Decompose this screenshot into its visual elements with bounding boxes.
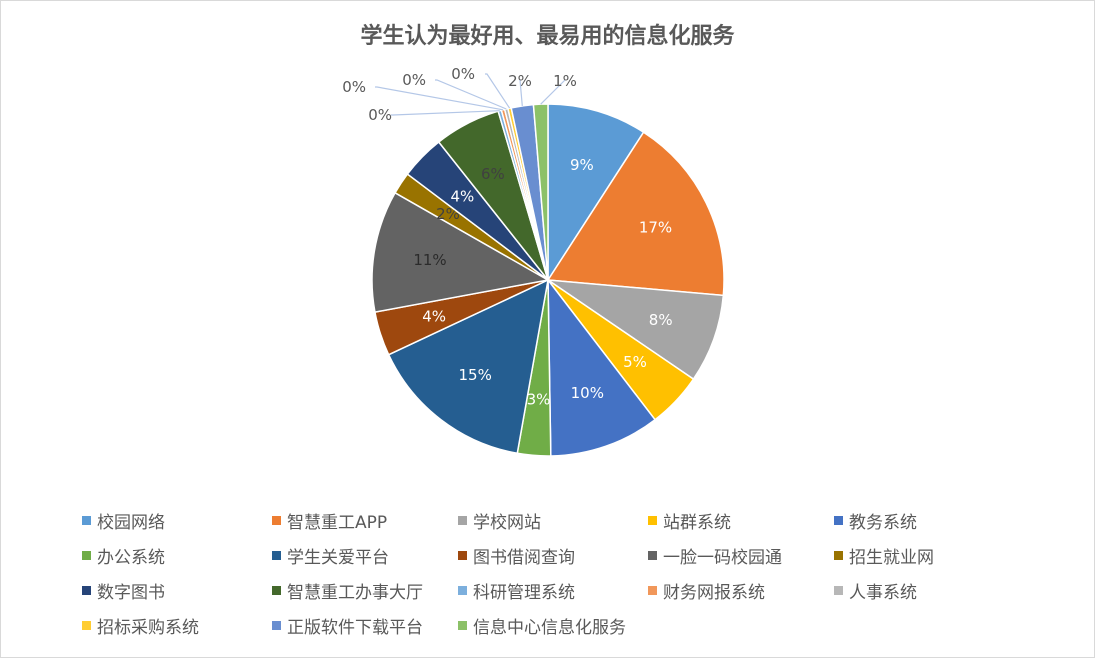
- pie-data-label-16: 0%: [451, 65, 475, 83]
- legend-item-13: 科研管理系统: [458, 578, 575, 603]
- pie-slice-1: [547, 103, 645, 283]
- legend-item-2: 智慧重工APP: [272, 508, 388, 533]
- legend-label: 招生就业网: [849, 547, 934, 568]
- legend-item-17: 正版软件下载平台: [272, 613, 423, 638]
- legend-swatch: [272, 620, 281, 630]
- legend-label: 教务系统: [849, 512, 917, 533]
- legend-swatch: [648, 515, 657, 525]
- legend-item-1: 校园网络: [82, 508, 165, 533]
- chart-title: 学生认为最好用、最易用的信息化服务: [360, 24, 735, 49]
- legend-swatch: [458, 620, 467, 630]
- pie-data-label-13: 0%: [368, 106, 392, 124]
- legend-swatch: [458, 515, 467, 525]
- leader-line-16: [485, 73, 511, 109]
- pie-data-label-15: 0%: [402, 71, 426, 89]
- legend-item-5: 教务系统: [834, 508, 917, 533]
- legend-label: 正版软件下载平台: [287, 617, 423, 638]
- pie-data-label-4: 5%: [623, 353, 647, 371]
- pie-data-label-11: 4%: [451, 187, 475, 205]
- legend-label: 一脸一码校园通: [663, 547, 782, 568]
- legend-label: 学校网站: [473, 512, 541, 533]
- pie-data-label-5: 10%: [571, 384, 604, 402]
- pie-slice-5: [547, 277, 657, 457]
- legend-swatch: [834, 515, 843, 525]
- pie-slice-7: [387, 278, 549, 455]
- legend-item-11: 数字图书: [82, 578, 165, 603]
- legend-swatch: [458, 550, 467, 560]
- legend-item-15: 人事系统: [834, 578, 917, 603]
- pie-data-label-1: 9%: [570, 156, 594, 174]
- legend-item-6: 办公系统: [82, 543, 165, 568]
- pie-data-label-8: 4%: [422, 308, 446, 326]
- legend-swatch: [82, 585, 91, 595]
- legend-swatch: [834, 550, 843, 560]
- legend-swatch: [272, 515, 281, 525]
- legend-item-9: 一脸一码校园通: [648, 543, 782, 568]
- legend-label: 数字图书: [97, 582, 165, 603]
- legend-swatch: [82, 550, 91, 560]
- legend-label: 办公系统: [97, 547, 165, 568]
- legend-item-16: 招标采购系统: [82, 613, 199, 638]
- legend-swatch: [648, 585, 657, 595]
- pie-chart: 9%17%8%5%10%3%15%4%11%2%4%6%0%0% 0% 0% 2% 1%: [342, 65, 725, 457]
- legend-label: 招标采购系统: [97, 617, 199, 638]
- legend-label: 智慧重工APP: [287, 512, 388, 533]
- legend-swatch: [458, 585, 467, 595]
- legend-item-3: 学校网站: [458, 508, 541, 533]
- pie-data-label-9: 11%: [413, 251, 446, 269]
- leader-line-18: [540, 79, 566, 105]
- legend-swatch: [834, 585, 843, 595]
- leader-line-15: [435, 79, 507, 110]
- legend-label: 学生关爱平台: [287, 547, 389, 568]
- pie-data-label-2: 17%: [639, 219, 672, 237]
- legend-label: 财务网报系统: [663, 582, 765, 603]
- legend-label: 信息中心信息化服务: [473, 617, 626, 638]
- legend-item-7: 学生关爱平台: [272, 543, 389, 568]
- legend-swatch: [82, 515, 91, 525]
- legend-item-12: 智慧重工办事大厅: [272, 578, 423, 603]
- leader-line-13: [391, 110, 500, 116]
- legend-item-4: 站群系统: [648, 508, 731, 533]
- legend-label: 人事系统: [849, 582, 917, 603]
- pie-data-label-7: 15%: [459, 366, 492, 384]
- pie-data-label-18: 1%: [553, 72, 577, 90]
- legend-item-14: 财务网报系统: [648, 578, 765, 603]
- pie-data-label-12: 6%: [481, 165, 505, 183]
- legend-swatch: [648, 550, 657, 560]
- legend-label: 科研管理系统: [473, 582, 575, 603]
- leader-line-14: [375, 86, 504, 111]
- pie-data-label-17: 2%: [508, 72, 532, 90]
- pie-slice-9: [371, 191, 551, 313]
- legend-swatch: [272, 550, 281, 560]
- legend-label: 校园网络: [97, 512, 165, 533]
- leader-line-17: [519, 79, 523, 106]
- pie-data-label-3: 8%: [649, 311, 673, 329]
- pie-data-label-6: 3%: [527, 390, 551, 408]
- legend-item-18: 信息中心信息化服务: [458, 613, 626, 638]
- legend-item-8: 图书借阅查询: [458, 543, 575, 568]
- legend-swatch: [82, 620, 91, 630]
- legend-swatch: [272, 585, 281, 595]
- pie-data-label-14: 0%: [342, 78, 366, 96]
- pie-slice-2: [546, 131, 725, 297]
- legend-label: 智慧重工办事大厅: [287, 582, 423, 603]
- pie-slice-3: [545, 279, 725, 381]
- legend-item-10: 招生就业网: [834, 543, 934, 568]
- legend-label: 图书借阅查询: [473, 547, 575, 568]
- legend-label: 站群系统: [663, 512, 731, 533]
